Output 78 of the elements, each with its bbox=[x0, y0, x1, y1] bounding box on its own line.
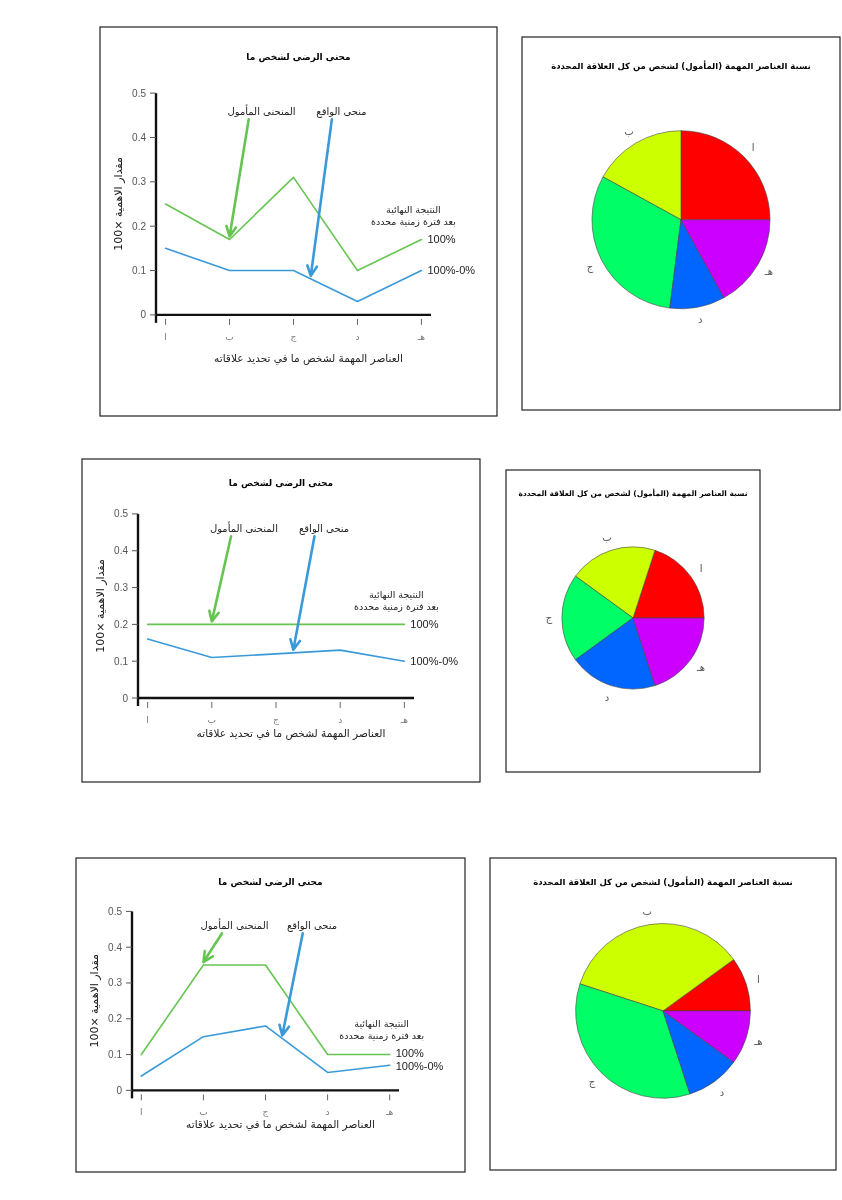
slice-label: د bbox=[697, 314, 703, 326]
annotation: النتيجة النهائية bbox=[354, 1018, 410, 1030]
y-tick-label: 0.1 bbox=[132, 265, 147, 277]
x-tick-label: ا bbox=[140, 1107, 143, 1118]
annotation: 100% bbox=[395, 1047, 425, 1060]
x-axis-title: العناصر المهمة لشخص ما في تحديد علاقاته bbox=[196, 726, 386, 740]
slice-label: د bbox=[604, 692, 610, 704]
slice-label: ب bbox=[624, 126, 634, 138]
x-tick-label: ب bbox=[207, 715, 217, 726]
annotation: 100% bbox=[427, 233, 456, 246]
annotation: 100% bbox=[410, 618, 439, 631]
slice-label: هـ bbox=[753, 1036, 763, 1048]
x-tick-label: د bbox=[338, 715, 343, 726]
text: المنحنى المأمول bbox=[227, 104, 296, 118]
slice-label: د bbox=[719, 1086, 725, 1098]
annotation: 100%-0% bbox=[427, 264, 476, 277]
slice-label: ج bbox=[586, 260, 594, 273]
chart-title: محنى الرضى لشخص ما bbox=[218, 876, 323, 888]
chart-title: محنى الرضى لشخص ما bbox=[246, 52, 351, 64]
x-tick-label: ج bbox=[273, 715, 280, 726]
x-tick-label: هـ bbox=[384, 1107, 394, 1118]
y-axis-title: مقدار الاهمية ×100 bbox=[88, 954, 101, 1048]
slice-label: ا bbox=[699, 563, 703, 575]
annotation: 100%-0% bbox=[410, 655, 459, 668]
x-tick-label: هـ bbox=[399, 715, 409, 726]
text: منحى الواقع bbox=[299, 523, 350, 536]
slice-label: ا bbox=[757, 974, 760, 986]
annotation: النتيجة النهائية bbox=[386, 204, 441, 216]
annotation: بعد فترة زمنية محددة bbox=[339, 1030, 425, 1042]
chart-title: محنى الرضى لشخص ما bbox=[228, 478, 334, 490]
y-tick-label: 0.4 bbox=[114, 545, 129, 557]
chart-title: نسبة العناصر المهمة (المأمول) لشخص من كل العلاقة المحددة bbox=[533, 875, 793, 888]
annotation: 100%-0% bbox=[395, 1060, 444, 1073]
slice-label: ج bbox=[545, 612, 553, 625]
y-axis-title: مقدار الاهمية ×100 bbox=[112, 157, 125, 251]
text: منحى الواقع bbox=[316, 106, 367, 119]
y-axis-title: مقدار الاهمية ×100 bbox=[94, 559, 107, 653]
y-tick-label: 0.4 bbox=[132, 131, 147, 143]
x-axis-title: العناصر المهمة لشخص ما في تحديد علاقاته bbox=[186, 1118, 375, 1132]
chart-title: نسبة العناصر المهمة (المأمول) لشخص من كل العلاقة المحددة bbox=[551, 59, 811, 72]
slice-label: ا bbox=[751, 142, 755, 154]
text: منحى الواقع bbox=[286, 920, 338, 933]
y-tick-label: 0.1 bbox=[108, 1049, 123, 1061]
x-tick-label: ج bbox=[262, 1107, 269, 1118]
annotation: بعد فترة زمنية محددة bbox=[353, 601, 439, 613]
slice-label: هـ bbox=[695, 661, 706, 673]
x-tick-label: هـ bbox=[416, 331, 426, 342]
y-tick-label: 0.2 bbox=[108, 1013, 123, 1025]
y-tick-label: 0.2 bbox=[132, 220, 147, 232]
slice-label: هـ bbox=[763, 266, 773, 278]
y-tick-label: 0.5 bbox=[132, 87, 147, 99]
y-tick-label: 0.5 bbox=[114, 508, 129, 520]
y-tick-label: 0 bbox=[140, 309, 147, 321]
x-tick-label: ب bbox=[225, 331, 234, 342]
y-tick-label: 0.4 bbox=[108, 941, 123, 953]
y-tick-label: 0.3 bbox=[108, 977, 123, 989]
slice-label: ج bbox=[588, 1076, 596, 1089]
x-tick-label: ب bbox=[199, 1107, 208, 1118]
x-tick-label: د bbox=[325, 1107, 330, 1118]
text: المنحنى المأمول bbox=[200, 918, 269, 932]
line-series bbox=[146, 638, 406, 662]
annotation: النتيجة النهائية bbox=[369, 589, 424, 601]
y-tick-label: 0.2 bbox=[114, 618, 129, 630]
x-tick-label: ا bbox=[146, 715, 149, 726]
y-tick-label: 0.5 bbox=[108, 905, 123, 917]
slice-label: ب bbox=[602, 532, 612, 544]
y-tick-label: 0.1 bbox=[114, 655, 129, 667]
x-tick-label: ج bbox=[290, 331, 297, 342]
y-tick-label: 0 bbox=[116, 1084, 123, 1096]
x-tick-label: د bbox=[355, 331, 360, 342]
x-tick-label: ا bbox=[164, 331, 167, 342]
y-tick-label: 0.3 bbox=[114, 582, 129, 594]
slice-label: ب bbox=[642, 906, 653, 918]
y-tick-label: 0 bbox=[122, 692, 129, 704]
annotation: بعد فترة زمنية محددة bbox=[370, 216, 456, 228]
y-tick-label: 0.3 bbox=[132, 176, 147, 188]
text: المنحنى المأمول bbox=[209, 521, 278, 535]
x-axis-title: العناصر المهمة لشخص ما في تحديد علاقاته bbox=[214, 351, 403, 365]
